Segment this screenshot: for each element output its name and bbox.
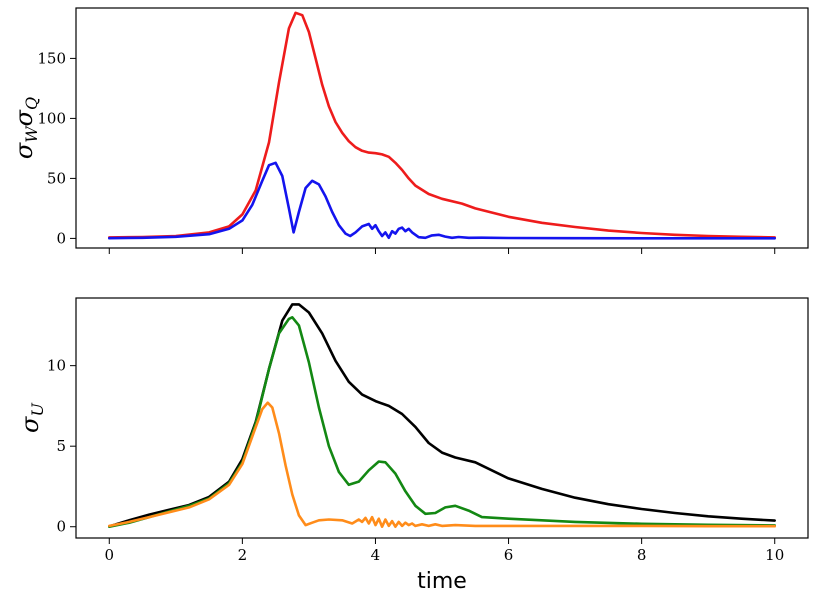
bottom-x-tick-label: 10 — [765, 546, 784, 564]
bottom-ticks-group: 0 2 4 6 8 10 0 5 10 — [47, 357, 784, 564]
bottom-y-tick-label: 10 — [47, 357, 66, 375]
top-y-tick-label: 150 — [37, 49, 66, 67]
bottom-axes-frame — [75, 297, 809, 539]
bottom-x-tick-label: 8 — [637, 546, 647, 564]
top-series-group — [108, 11, 776, 240]
top-y-tick-label: 50 — [47, 169, 66, 187]
top-y-axis-label: σWσQ — [10, 97, 41, 159]
bottom-y-tick-label: 5 — [56, 437, 66, 455]
top-y-tick-label: 0 — [56, 229, 66, 247]
bottom-y-tick-label: 0 — [56, 518, 66, 536]
bottom-x-tick-label: 2 — [238, 546, 248, 564]
top-panel: 0 50 100 150 σWσQ — [10, 7, 809, 254]
bottom-y-axis-label: σU — [16, 403, 47, 433]
x-axis-label: time — [417, 569, 467, 594]
bottom-panel: 0 2 4 6 8 10 0 5 10 σU time — [16, 297, 809, 594]
top-ticks-group: 0 50 100 150 — [37, 49, 776, 254]
top-y-tick-label: 100 — [37, 109, 66, 127]
bottom-series-orange-line — [108, 401, 776, 528]
bottom-x-tick-label: 6 — [504, 546, 514, 564]
top-axes-frame — [75, 7, 809, 249]
top-series-blue-line — [108, 161, 776, 240]
bottom-series-black-line — [108, 303, 776, 528]
bottom-series-group — [108, 303, 776, 528]
bottom-x-tick-label: 4 — [371, 546, 381, 564]
bottom-x-tick-label: 0 — [104, 546, 114, 564]
top-series-red-line — [108, 11, 776, 239]
